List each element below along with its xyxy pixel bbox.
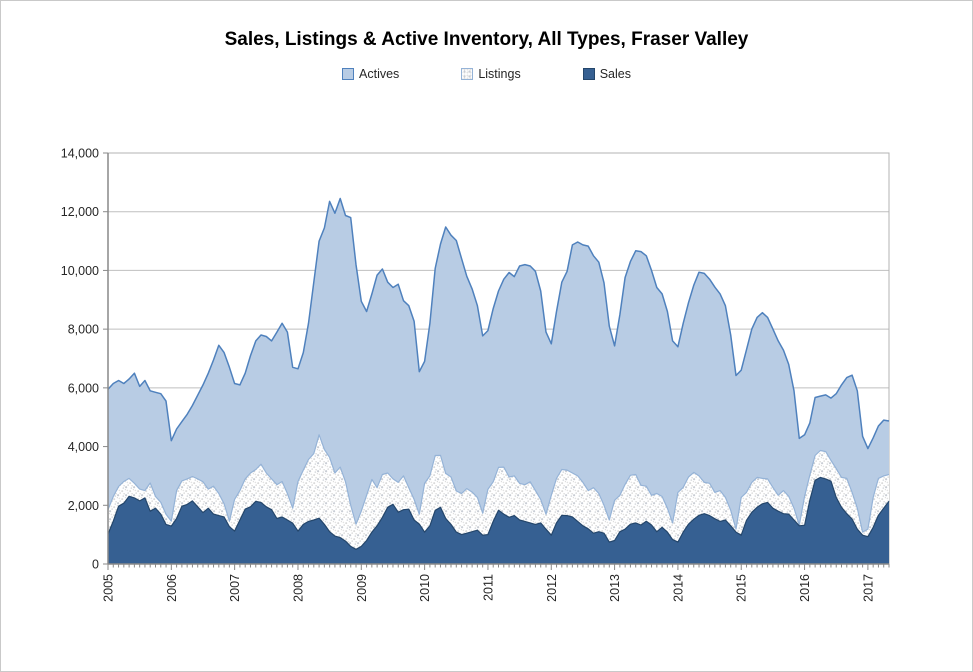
x-year-label: 2012 xyxy=(545,574,559,602)
legend-item-listings: Listings xyxy=(461,67,521,81)
series-area-sales xyxy=(108,477,889,564)
series-areas xyxy=(107,197,890,564)
x-year-label: 2007 xyxy=(228,574,242,602)
axis-labels: 0 2,000 4,000 6,000 8,000 10,000 12,000 14,000 2… xyxy=(61,147,876,602)
sales-swatch-icon xyxy=(582,68,595,80)
x-year-label: 2016 xyxy=(798,574,812,602)
series-line-listings xyxy=(107,434,890,533)
y-tick-label: 4,000 xyxy=(68,440,99,454)
y-tick-label: 8,000 xyxy=(68,323,99,337)
y-tick-label: 14,000 xyxy=(61,147,99,161)
y-tick-label: 6,000 xyxy=(68,381,99,395)
y-tick-label: 0 xyxy=(92,558,99,572)
legend-item-actives: Actives xyxy=(342,67,399,81)
x-year-label: 2015 xyxy=(735,574,749,602)
legend: Actives Listings Sales xyxy=(1,67,972,81)
actives-swatch-icon xyxy=(342,68,355,80)
series-line-actives xyxy=(107,197,890,450)
x-year-label: 2010 xyxy=(418,574,432,602)
axes xyxy=(103,152,890,570)
y-tick-label: 10,000 xyxy=(61,264,99,278)
legend-label-listings: Listings xyxy=(478,67,521,81)
y-tick-label: 12,000 xyxy=(61,205,99,219)
x-year-label: 2017 xyxy=(861,574,875,602)
legend-item-sales: Sales xyxy=(582,67,631,81)
x-year-label: 2006 xyxy=(165,574,179,602)
y-tick-label: 2,000 xyxy=(68,499,99,513)
x-year-label: 2008 xyxy=(291,574,305,602)
legend-label-sales: Sales xyxy=(599,67,631,81)
x-year-label: 2009 xyxy=(355,574,369,602)
listings-swatch-icon xyxy=(461,68,474,80)
x-year-label: 2014 xyxy=(671,574,685,602)
legend-label-actives: Actives xyxy=(359,67,400,81)
x-year-label: 2005 xyxy=(102,574,116,602)
chart-title: Sales, Listings & Active Inventory, All … xyxy=(224,29,749,50)
x-year-label: 2011 xyxy=(481,574,495,601)
x-year-label: 2013 xyxy=(608,574,622,602)
series-line-sales xyxy=(107,476,890,550)
